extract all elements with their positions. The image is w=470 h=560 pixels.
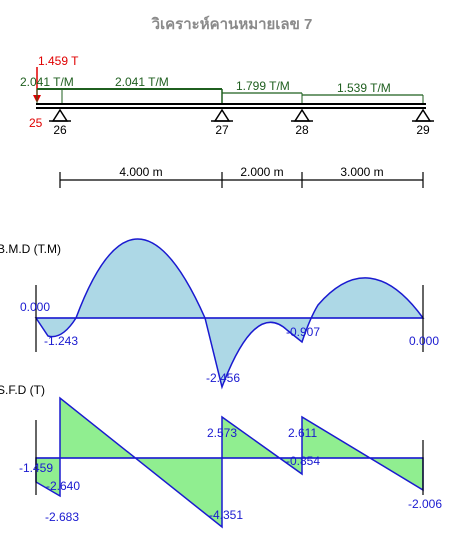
distributed-load-span-2 [222,92,303,103]
span-length-3: 3.000 m [340,165,383,179]
sfd-value-v0: -1.459 [19,461,53,475]
bmd-value-support-28: -0.907 [286,325,320,339]
left-support-moment-label: 25 [29,116,43,130]
node-label-29: 29 [416,123,430,137]
distributed-load-span-1 [36,88,223,103]
dimension-line [59,172,424,188]
load-span-3-label: 1.539 T/M [337,81,391,95]
node-label-28: 28 [295,123,309,137]
point-load-label: 1.459 T [38,54,79,68]
node-label-27: 27 [215,123,229,137]
sfd-diagram [35,396,424,529]
bmd-value-left-min: -1.243 [44,334,78,348]
sfd-value-v6: -0.854 [286,454,320,468]
sfd-value-v3: -4.351 [209,508,243,522]
distributed-load-span-3 [302,94,424,103]
support-28 [291,108,313,122]
sfd-label: S.F.D (T) [0,383,45,397]
sfd-value-v4: 2.573 [207,426,237,440]
bmd-value-left-zero: 0.000 [20,300,50,314]
bmd-label: B.M.D (T.M) [0,242,61,256]
bmd-value-support-27: -2.456 [206,371,240,385]
load-span-1-left-label: 2.041 T/M [20,75,74,89]
sfd-value-v7: -2.006 [408,497,442,511]
span-length-2: 2.000 m [240,165,283,179]
load-span-1-label: 2.041 T/M [115,75,169,89]
bmd-value-right-end: 0.000 [409,334,439,348]
page-title: วิเคราะห์คานหมายเลข 7 [151,15,312,33]
bmd-diagram [34,238,425,390]
support-27 [211,108,233,122]
sfd-value-v1: -2.640 [46,479,80,493]
beam [36,103,426,109]
sfd-value-v5: 2.611 [288,426,317,440]
node-label-26: 26 [53,123,67,137]
support-29 [412,108,434,122]
sfd-value-v2: -2.683 [45,510,79,524]
support-26 [49,108,71,122]
span-length-1: 4.000 m [119,165,162,179]
load-span-2-label: 1.799 T/M [236,79,290,93]
